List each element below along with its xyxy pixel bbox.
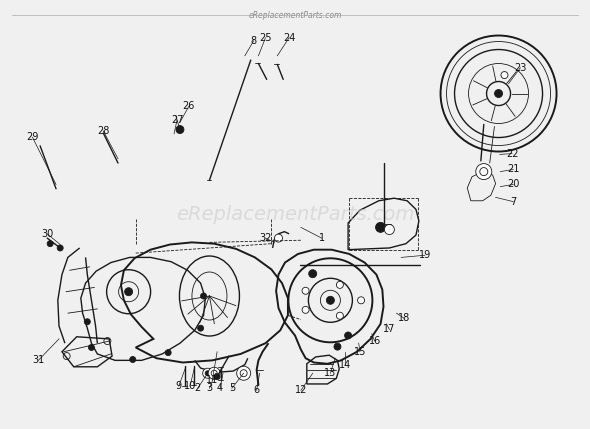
Text: 9: 9: [176, 381, 182, 391]
Text: 24: 24: [283, 33, 295, 43]
Text: 11: 11: [206, 375, 218, 385]
Circle shape: [237, 366, 251, 380]
Text: 25: 25: [259, 33, 272, 43]
Circle shape: [336, 281, 343, 288]
Circle shape: [494, 90, 503, 97]
Circle shape: [345, 332, 352, 339]
Text: 4: 4: [217, 383, 223, 393]
Circle shape: [198, 325, 204, 331]
Text: 29: 29: [27, 132, 38, 142]
Circle shape: [385, 224, 394, 235]
Text: 8: 8: [251, 36, 257, 46]
Text: 18: 18: [398, 313, 410, 323]
Text: 3: 3: [206, 383, 212, 393]
Circle shape: [176, 126, 184, 133]
Text: 23: 23: [514, 63, 526, 73]
Text: 19: 19: [419, 250, 431, 260]
Circle shape: [211, 370, 217, 376]
Circle shape: [88, 344, 94, 350]
Text: 5: 5: [229, 383, 235, 393]
Circle shape: [336, 312, 343, 319]
Circle shape: [240, 370, 247, 377]
Circle shape: [274, 234, 283, 242]
Text: 16: 16: [369, 336, 381, 346]
Text: eReplacementParts.com: eReplacementParts.com: [176, 205, 414, 224]
Circle shape: [165, 350, 171, 356]
Circle shape: [203, 368, 212, 378]
Circle shape: [47, 241, 53, 247]
Text: 26: 26: [183, 101, 195, 112]
Text: 17: 17: [384, 324, 395, 335]
Circle shape: [214, 374, 220, 380]
Circle shape: [208, 367, 220, 379]
Circle shape: [326, 296, 335, 304]
Text: 15: 15: [354, 347, 366, 357]
Circle shape: [334, 343, 341, 350]
Circle shape: [205, 371, 210, 376]
Text: 12: 12: [295, 385, 307, 396]
Text: 7: 7: [510, 196, 516, 207]
Circle shape: [84, 319, 90, 325]
Text: 6: 6: [254, 385, 260, 396]
Circle shape: [302, 306, 309, 313]
Circle shape: [376, 222, 385, 233]
Text: 20: 20: [507, 179, 519, 190]
Circle shape: [476, 163, 492, 180]
Text: 30: 30: [41, 229, 53, 239]
Text: 10: 10: [184, 381, 196, 391]
Text: 27: 27: [171, 115, 183, 125]
Circle shape: [302, 287, 309, 294]
Text: 2: 2: [195, 383, 201, 393]
Text: 14: 14: [339, 360, 351, 370]
Circle shape: [201, 293, 206, 299]
Text: 28: 28: [97, 126, 109, 136]
Text: 21: 21: [507, 164, 519, 175]
Text: eReplacementParts.com: eReplacementParts.com: [248, 11, 342, 20]
Circle shape: [130, 356, 136, 363]
Text: 1: 1: [319, 233, 324, 243]
Text: 22: 22: [506, 148, 519, 159]
Text: 31: 31: [32, 355, 44, 366]
Circle shape: [57, 245, 63, 251]
Circle shape: [309, 270, 317, 278]
Circle shape: [480, 168, 488, 175]
Circle shape: [358, 297, 365, 304]
Text: 32: 32: [260, 233, 271, 243]
Circle shape: [501, 72, 508, 79]
Text: 13: 13: [324, 368, 336, 378]
Circle shape: [124, 288, 133, 296]
